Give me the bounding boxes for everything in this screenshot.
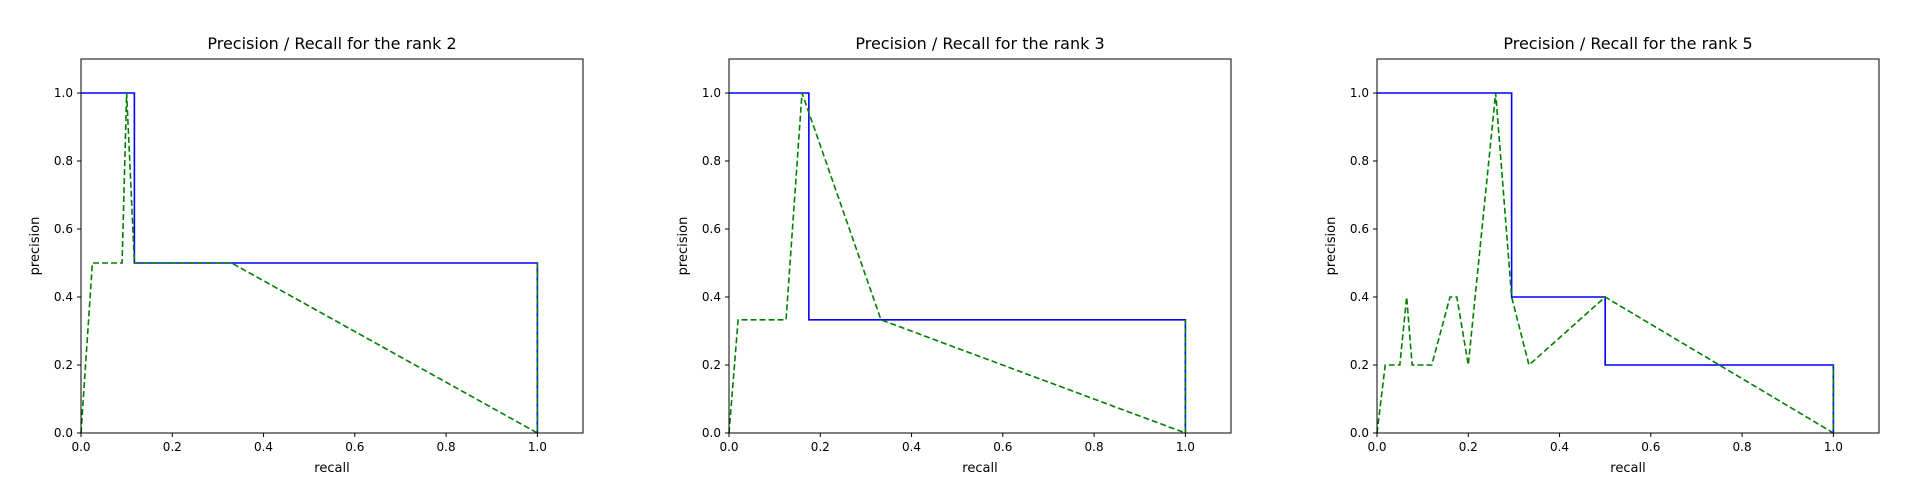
y-axis-label: precision (676, 217, 691, 276)
x-axis-label: recall (314, 461, 349, 476)
x-tick-label: 1.0 (1824, 440, 1843, 454)
x-tick-label: 0.6 (1641, 440, 1660, 454)
x-tick-label: 1.0 (1176, 440, 1195, 454)
plot-frame (728, 58, 1232, 434)
x-tick-label: 1.0 (528, 440, 547, 454)
x-axis-label: recall (1610, 461, 1645, 476)
y-tick-label: 1.0 (702, 86, 721, 100)
x-tick-label: 0.8 (1085, 440, 1104, 454)
y-tick-label: 0.8 (702, 154, 721, 168)
y-tick-label: 0.0 (702, 426, 721, 440)
series-line-2 (728, 92, 1187, 435)
plot-frame (1376, 58, 1880, 434)
y-tick-label: 0.2 (702, 358, 721, 372)
x-tick-label: 0.0 (1367, 440, 1386, 454)
x-tick-label: 0.0 (719, 440, 738, 454)
y-tick-label: 0.0 (1350, 426, 1369, 440)
y-axis-label: precision (28, 217, 43, 276)
series-line-2 (1376, 92, 1835, 435)
y-axis-label: precision (1324, 217, 1339, 276)
series-line-1 (729, 92, 1187, 433)
x-tick-label: 0.6 (345, 440, 364, 454)
plot-frame (80, 58, 584, 434)
chart-title: Precision / Recall for the rank 2 (207, 34, 456, 53)
x-tick-label: 0.2 (1459, 440, 1478, 454)
x-tick-label: 0.0 (71, 440, 90, 454)
y-tick-label: 0.4 (1350, 290, 1369, 304)
series-line-1 (1377, 92, 1835, 433)
x-tick-label: 0.4 (1550, 440, 1569, 454)
x-tick-label: 0.8 (1733, 440, 1752, 454)
x-axis-label: recall (962, 461, 997, 476)
y-tick-label: 0.6 (702, 222, 721, 236)
x-tick-label: 0.4 (254, 440, 273, 454)
y-tick-label: 0.6 (54, 222, 73, 236)
x-tick-label: 0.2 (811, 440, 830, 454)
x-tick-label: 0.6 (993, 440, 1012, 454)
chart-title: Precision / Recall for the rank 3 (855, 34, 1104, 53)
y-tick-label: 0.2 (1350, 358, 1369, 372)
y-tick-label: 0.6 (1350, 222, 1369, 236)
y-tick-label: 0.8 (54, 154, 73, 168)
x-tick-label: 0.8 (437, 440, 456, 454)
y-tick-label: 0.2 (54, 358, 73, 372)
y-tick-label: 1.0 (1350, 86, 1369, 100)
x-tick-label: 0.2 (163, 440, 182, 454)
y-tick-label: 0.4 (702, 290, 721, 304)
chart-title: Precision / Recall for the rank 5 (1503, 34, 1752, 53)
y-tick-label: 0.8 (1350, 154, 1369, 168)
series-line-1 (81, 92, 539, 433)
x-tick-label: 0.4 (902, 440, 921, 454)
chart-panel-2: Precision / Recall for the rank 3 0.0 0.2 0… (676, 34, 1232, 476)
y-tick-label: 0.0 (54, 426, 73, 440)
series-line-2 (80, 92, 539, 435)
chart-panel-3: Precision / Recall for the rank 5 0.0 0.2 0… (1324, 34, 1880, 476)
y-tick-label: 1.0 (54, 86, 73, 100)
y-tick-label: 0.4 (54, 290, 73, 304)
chart-panel-1: Precision / Recall for the rank 2 0.0 0.2 0… (28, 34, 584, 476)
